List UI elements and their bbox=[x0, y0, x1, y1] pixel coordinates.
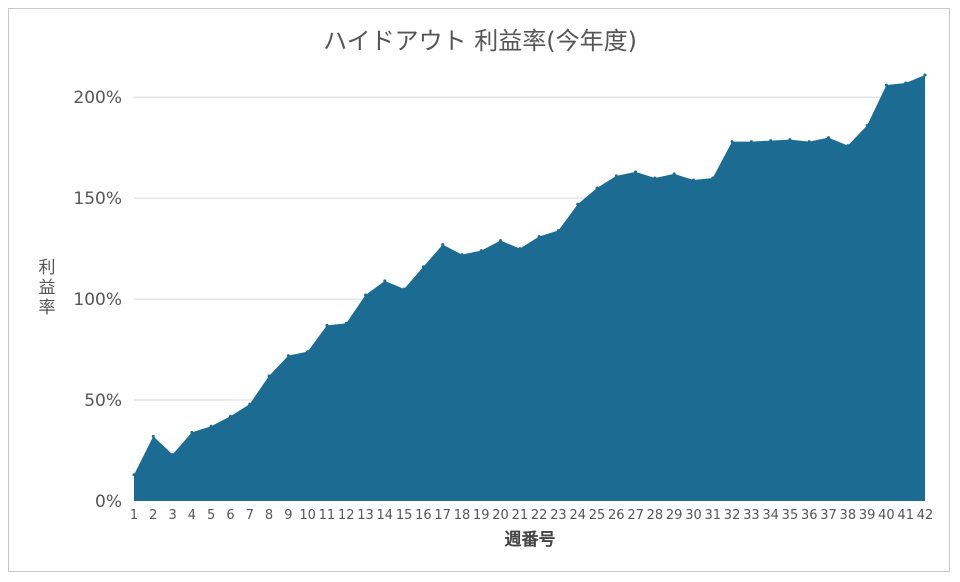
x-tick-label: 7 bbox=[246, 508, 254, 523]
data-point bbox=[904, 81, 908, 85]
data-point bbox=[286, 354, 290, 358]
data-point bbox=[672, 172, 676, 176]
data-point bbox=[846, 144, 850, 148]
data-point bbox=[441, 243, 445, 247]
x-tick-label: 41 bbox=[897, 508, 914, 523]
x-axis-ticks: 1 2 3 4 5 6 7 8 9 10 11 12 13 14 15 16 17 18 19 20 21 22 23 24 2… bbox=[130, 508, 933, 523]
y-tick-label: 150% bbox=[73, 189, 122, 209]
x-tick-label: 40 bbox=[878, 508, 895, 523]
data-point bbox=[923, 73, 927, 77]
y-axis-ticks: 0% 50% 100% 150% 200% bbox=[73, 88, 122, 512]
data-point bbox=[364, 293, 368, 297]
x-axis-label: 週番号 bbox=[505, 530, 556, 550]
plot-area bbox=[132, 73, 927, 501]
x-tick-label: 28 bbox=[647, 508, 664, 523]
x-tick-label: 42 bbox=[917, 508, 934, 523]
data-point bbox=[383, 279, 387, 283]
data-point bbox=[402, 287, 406, 291]
x-tick-label: 20 bbox=[492, 508, 509, 523]
data-point bbox=[865, 123, 869, 127]
y-tick-label: 0% bbox=[95, 492, 122, 512]
data-point bbox=[190, 430, 194, 434]
data-point bbox=[344, 321, 348, 325]
data-point bbox=[614, 174, 618, 178]
x-tick-label: 25 bbox=[589, 508, 606, 523]
y-tick-label: 50% bbox=[84, 391, 122, 411]
x-tick-label: 31 bbox=[705, 508, 722, 523]
data-point bbox=[267, 374, 271, 378]
data-point bbox=[730, 140, 734, 144]
data-point bbox=[421, 265, 425, 269]
x-tick-label: 12 bbox=[338, 508, 355, 523]
x-tick-label: 17 bbox=[434, 508, 451, 523]
data-point bbox=[325, 323, 329, 327]
x-tick-label: 8 bbox=[265, 508, 273, 523]
x-tick-label: 6 bbox=[226, 508, 234, 523]
data-point bbox=[807, 140, 811, 144]
data-point bbox=[711, 176, 715, 180]
data-point bbox=[537, 235, 541, 239]
x-tick-label: 26 bbox=[608, 508, 625, 523]
x-tick-label: 14 bbox=[377, 508, 394, 523]
x-tick-label: 37 bbox=[820, 508, 837, 523]
x-tick-label: 4 bbox=[188, 508, 196, 523]
x-tick-label: 22 bbox=[531, 508, 548, 523]
x-tick-label: 24 bbox=[569, 508, 586, 523]
data-point bbox=[884, 83, 888, 87]
x-tick-label: 23 bbox=[550, 508, 567, 523]
data-point bbox=[306, 350, 310, 354]
x-tick-label: 19 bbox=[473, 508, 490, 523]
x-tick-label: 36 bbox=[801, 508, 818, 523]
x-tick-label: 10 bbox=[299, 508, 316, 523]
data-point bbox=[151, 434, 155, 438]
x-tick-label: 9 bbox=[284, 508, 292, 523]
x-tick-label: 16 bbox=[415, 508, 432, 523]
data-point bbox=[634, 170, 638, 174]
x-tick-label: 34 bbox=[762, 508, 779, 523]
x-tick-label: 39 bbox=[859, 508, 876, 523]
data-point bbox=[228, 414, 232, 418]
x-tick-label: 18 bbox=[454, 508, 471, 523]
x-tick-label: 29 bbox=[666, 508, 683, 523]
x-tick-label: 33 bbox=[743, 508, 760, 523]
area-series bbox=[134, 74, 925, 501]
x-tick-label: 38 bbox=[840, 508, 857, 523]
data-point bbox=[788, 138, 792, 142]
data-point bbox=[827, 136, 831, 140]
data-point bbox=[749, 140, 753, 144]
x-tick-label: 21 bbox=[512, 508, 529, 523]
data-point bbox=[769, 139, 773, 143]
data-point bbox=[460, 253, 464, 257]
x-tick-label: 30 bbox=[685, 508, 702, 523]
y-tick-label: 200% bbox=[73, 88, 122, 108]
x-tick-label: 15 bbox=[396, 508, 413, 523]
x-tick-label: 2 bbox=[149, 508, 157, 523]
x-tick-label: 27 bbox=[627, 508, 644, 523]
data-point bbox=[556, 228, 560, 232]
data-point bbox=[479, 249, 483, 253]
data-point bbox=[518, 247, 522, 251]
x-tick-label: 13 bbox=[357, 508, 374, 523]
chart-title: ハイドアウト 利益率(今年度) bbox=[323, 27, 637, 55]
y-axis-label: 利益率 bbox=[39, 258, 56, 318]
x-tick-label: 1 bbox=[130, 508, 138, 523]
data-point bbox=[209, 424, 213, 428]
data-point bbox=[171, 453, 175, 457]
data-point bbox=[691, 178, 695, 182]
y-tick-label: 100% bbox=[73, 290, 122, 310]
x-tick-label: 35 bbox=[782, 508, 799, 523]
data-point bbox=[248, 402, 252, 406]
data-point bbox=[576, 202, 580, 206]
x-tick-label: 32 bbox=[724, 508, 741, 523]
x-tick-label: 11 bbox=[319, 508, 336, 523]
data-point bbox=[595, 186, 599, 190]
data-point bbox=[132, 473, 136, 477]
data-point bbox=[499, 239, 503, 243]
x-tick-label: 5 bbox=[207, 508, 215, 523]
data-point bbox=[653, 176, 657, 180]
x-tick-label: 3 bbox=[168, 508, 176, 523]
